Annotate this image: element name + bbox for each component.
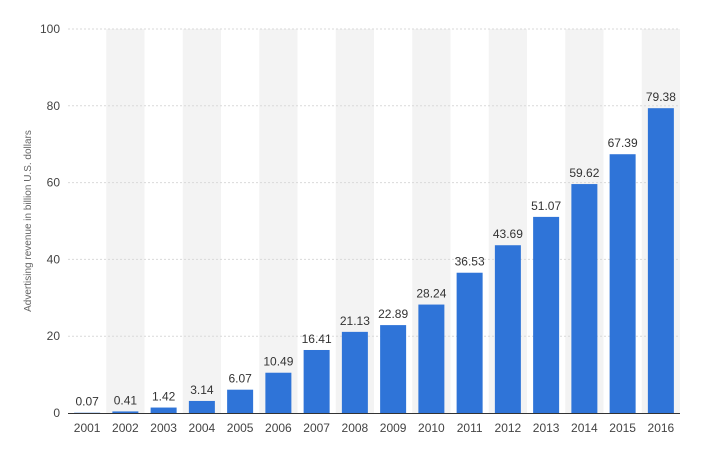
y-tick-label: 0 [53,406,60,420]
bar-2016 [647,108,674,414]
x-tick-label-2007: 2007 [303,421,330,435]
column-band [182,29,221,413]
bar-2008 [341,331,368,413]
bar-2011 [456,272,483,413]
x-tick-label-2011: 2011 [457,421,483,435]
value-label-2014: 59.62 [569,166,599,180]
x-tick-label-2002: 2002 [112,421,139,435]
x-tick-label-2006: 2006 [265,421,292,435]
y-tick-label: 20 [47,329,61,343]
y-axis-title: Advertising revenue in billion U.S. doll… [23,130,34,312]
bar-2012 [494,245,521,413]
x-tick-label-2004: 2004 [189,421,216,435]
value-label-2006: 10.49 [263,355,293,369]
bar-2004 [188,400,215,413]
value-label-2011: 36.53 [455,255,485,269]
x-tick-label-2010: 2010 [418,421,445,435]
column-band [106,29,145,413]
x-tick-label-2014: 2014 [571,421,598,435]
bar-2003 [150,407,177,413]
x-tick-label-2012: 2012 [495,421,522,435]
value-labels: 0.07 0.41 1.42 3.14 6.07 10.49 16.41 21.13 22.89… [75,90,676,409]
value-label-2004: 3.14 [190,383,214,397]
bar-2015 [609,154,636,413]
value-label-2005: 6.07 [228,372,252,386]
bar-2013 [533,216,560,413]
y-tick-label: 80 [47,99,61,113]
value-label-2003: 1.42 [152,390,176,404]
x-tick-label-2005: 2005 [227,421,254,435]
value-label-2010: 28.24 [416,287,446,301]
column-band [259,29,298,413]
value-label-2012: 43.69 [493,227,523,241]
value-label-2002: 0.41 [114,393,138,407]
bar-2005 [227,389,254,413]
value-label-2008: 21.13 [340,314,370,328]
x-tick-labels: 2001 2002 2003 2004 2005 2006 2007 2008 2009 2010… [74,421,675,435]
bar-2014 [571,184,598,413]
y-tick-label: 60 [47,176,61,190]
x-tick-label-2009: 2009 [380,421,407,435]
value-label-2009: 22.89 [378,307,408,321]
bar-2007 [303,349,330,413]
x-tick-label-2001: 2001 [74,421,101,435]
bar-2009 [380,325,407,413]
bars [74,108,674,414]
x-tick-label-2015: 2015 [609,421,636,435]
bar-2002 [112,411,139,413]
x-tick-label-2016: 2016 [648,421,675,435]
value-label-2015: 67.39 [608,136,638,150]
value-label-2016: 79.38 [646,90,676,104]
y-tick-label: 40 [47,252,61,266]
bar-2006 [265,372,292,413]
bar-2010 [418,304,445,413]
value-label-2007: 16.41 [302,332,332,346]
x-tick-label-2008: 2008 [342,421,369,435]
x-tick-label-2013: 2013 [533,421,560,435]
y-tick-label: 100 [40,22,60,36]
value-label-2001: 0.07 [75,395,99,409]
y-tick-labels: 0 20 40 60 80 100 [40,22,60,420]
value-label-2013: 51.07 [531,199,561,213]
x-tick-label-2003: 2003 [150,421,177,435]
